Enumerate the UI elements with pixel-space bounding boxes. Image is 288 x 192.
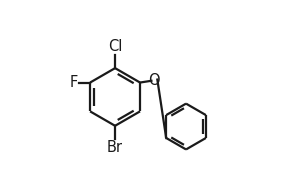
Text: Br: Br — [107, 140, 123, 155]
Text: Cl: Cl — [108, 39, 122, 54]
Text: O: O — [148, 73, 160, 88]
Text: F: F — [69, 75, 77, 90]
